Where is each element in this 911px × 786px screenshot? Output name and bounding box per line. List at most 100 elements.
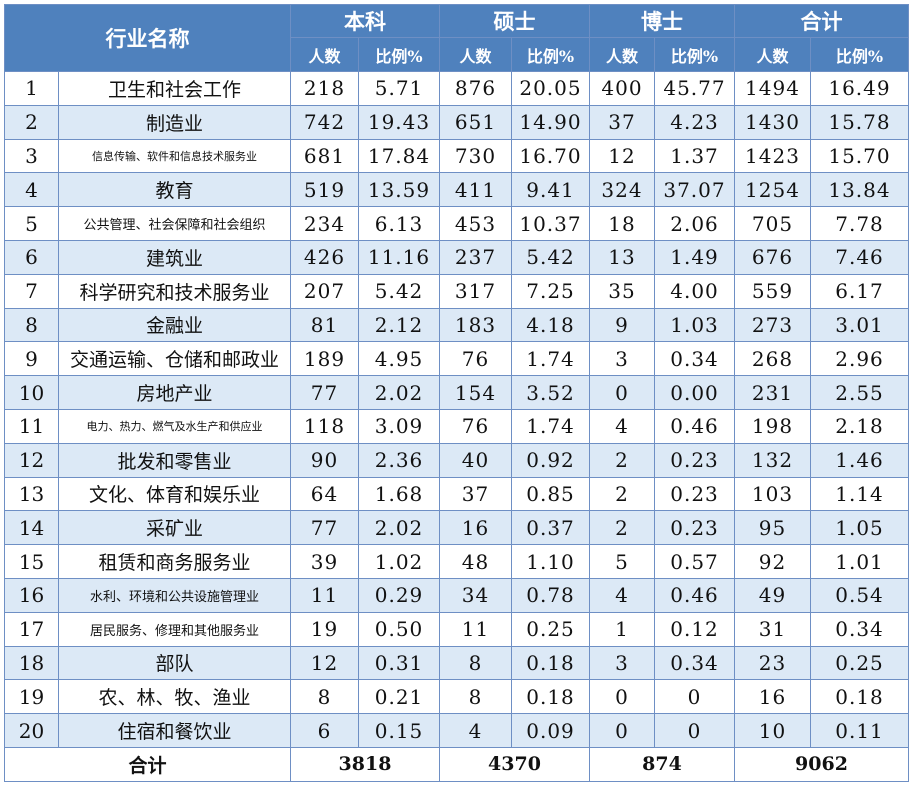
doctor-percent: 0 bbox=[654, 679, 735, 715]
table-row: 11 电力、热力、燃气及水生产和供应业 118 3.09 76 1.74 4 0.46 198 2… bbox=[4, 408, 909, 444]
row-number: 8 bbox=[4, 307, 59, 343]
undergraduate-percent: 0.31 bbox=[358, 645, 440, 681]
undergraduate-percent: 2.02 bbox=[358, 510, 440, 546]
undergraduate-count: 39 bbox=[290, 544, 359, 579]
total-count: 231 bbox=[734, 375, 811, 410]
master-percent: 7.25 bbox=[511, 273, 590, 309]
row-number: 14 bbox=[4, 510, 59, 546]
industry-name: 农、林、牧、渔业 bbox=[58, 679, 291, 715]
table-row: 4 教育 519 13.59 411 9.41 324 37.07 1254 13.84 bbox=[4, 172, 909, 208]
total-count: 1254 bbox=[734, 172, 811, 208]
undergraduate-percent: 11.16 bbox=[358, 239, 440, 275]
undergraduate-count: 90 bbox=[290, 442, 359, 478]
doctor-percent: 37.07 bbox=[654, 172, 735, 208]
doctor-percent: 1.03 bbox=[654, 307, 735, 343]
undergraduate-percent: 6.13 bbox=[358, 206, 440, 241]
doctor-percent: 0.46 bbox=[654, 408, 735, 444]
master-count: 76 bbox=[439, 408, 512, 444]
industry-name: 公共管理、社会保障和社会组织 bbox=[58, 206, 291, 241]
doctor-percent: 2.06 bbox=[654, 206, 735, 241]
master-percent: 0.18 bbox=[511, 679, 590, 715]
industry-name: 信息传输、软件和信息技术服务业 bbox=[58, 138, 291, 174]
subheader-percent: 比例% bbox=[511, 37, 590, 72]
doctor-count: 4 bbox=[589, 408, 655, 444]
undergraduate-percent: 0.29 bbox=[358, 577, 440, 613]
master-percent: 14.90 bbox=[511, 104, 590, 140]
industry-name: 批发和零售业 bbox=[58, 442, 291, 478]
master-count: 16 bbox=[439, 510, 512, 546]
master-count: 453 bbox=[439, 206, 512, 241]
doctor-percent: 0.34 bbox=[654, 341, 735, 377]
industry-name: 居民服务、修理和其他服务业 bbox=[58, 611, 291, 647]
row-number: 1 bbox=[4, 71, 59, 106]
row-number: 5 bbox=[4, 206, 59, 241]
doctor-count: 0 bbox=[589, 713, 655, 748]
total-percent: 2.55 bbox=[810, 375, 909, 410]
total-percent: 0.25 bbox=[810, 645, 909, 681]
row-number: 7 bbox=[4, 273, 59, 309]
total-percent: 1.14 bbox=[810, 476, 909, 512]
doctor-percent: 0 bbox=[654, 713, 735, 748]
doctor-count: 2 bbox=[589, 442, 655, 478]
master-percent: 5.42 bbox=[511, 239, 590, 275]
undergraduate-count: 77 bbox=[290, 510, 359, 546]
row-number: 9 bbox=[4, 341, 59, 377]
total-percent: 1.46 bbox=[810, 442, 909, 478]
undergraduate-percent: 5.71 bbox=[358, 71, 440, 106]
master-count: 8 bbox=[439, 645, 512, 681]
undergraduate-count: 8 bbox=[290, 679, 359, 715]
totals-row: 合计 3818 4370 874 9062 bbox=[4, 746, 909, 782]
table-row: 2 制造业 742 19.43 651 14.90 37 4.23 1430 15.78 bbox=[4, 104, 909, 140]
doctor-count: 3 bbox=[589, 341, 655, 377]
row-number: 16 bbox=[4, 577, 59, 613]
doctor-percent: 1.37 bbox=[654, 138, 735, 174]
master-percent: 0.25 bbox=[511, 611, 590, 647]
total-count: 23 bbox=[734, 645, 811, 681]
industry-name: 住宿和餐饮业 bbox=[58, 713, 291, 748]
undergraduate-count: 426 bbox=[290, 239, 359, 275]
table-body: 1 卫生和社会工作 218 5.71 876 20.05 400 45.77 1494 16.49… bbox=[4, 71, 909, 748]
subheader-count: 人数 bbox=[734, 37, 811, 72]
undergraduate-count: 118 bbox=[290, 408, 359, 444]
industry-name: 采矿业 bbox=[58, 510, 291, 546]
master-percent: 0.37 bbox=[511, 510, 590, 546]
total-count: 95 bbox=[734, 510, 811, 546]
undergraduate-count: 189 bbox=[290, 341, 359, 377]
total-count: 559 bbox=[734, 273, 811, 309]
master-percent: 16.70 bbox=[511, 138, 590, 174]
total-count: 273 bbox=[734, 307, 811, 343]
undergraduate-percent: 4.95 bbox=[358, 341, 440, 377]
undergraduate-count: 19 bbox=[290, 611, 359, 647]
doctor-percent: 0.23 bbox=[654, 442, 735, 478]
undergraduate-percent: 0.50 bbox=[358, 611, 440, 647]
row-number: 6 bbox=[4, 239, 59, 275]
table-row: 20 住宿和餐饮业 6 0.15 4 0.09 0 0 10 0.11 bbox=[4, 713, 909, 748]
total-percent: 0.34 bbox=[810, 611, 909, 647]
industry-name: 科学研究和技术服务业 bbox=[58, 273, 291, 309]
total-count: 198 bbox=[734, 408, 811, 444]
doctor-percent: 4.23 bbox=[654, 104, 735, 140]
total-undergraduate: 3818 bbox=[290, 746, 440, 782]
row-number: 4 bbox=[4, 172, 59, 208]
header-row-subcolumns: 人数 比例% 人数 比例% 人数 比例% 人数 比例% bbox=[5, 37, 909, 72]
master-count: 37 bbox=[439, 476, 512, 512]
doctor-percent: 0.34 bbox=[654, 645, 735, 681]
total-count: 1494 bbox=[734, 71, 811, 106]
undergraduate-count: 12 bbox=[290, 645, 359, 681]
doctor-count: 2 bbox=[589, 510, 655, 546]
doctor-percent: 1.49 bbox=[654, 239, 735, 275]
doctor-percent: 0.23 bbox=[654, 476, 735, 512]
master-percent: 0.92 bbox=[511, 442, 590, 478]
total-percent: 1.01 bbox=[810, 544, 909, 579]
undergraduate-percent: 2.36 bbox=[358, 442, 440, 478]
master-percent: 3.52 bbox=[511, 375, 590, 410]
undergraduate-count: 234 bbox=[290, 206, 359, 241]
total-master: 4370 bbox=[439, 746, 590, 782]
master-count: 40 bbox=[439, 442, 512, 478]
table-row: 10 房地产业 77 2.02 154 3.52 0 0.00 231 2.55 bbox=[4, 375, 909, 410]
doctor-count: 1 bbox=[589, 611, 655, 647]
total-count: 1423 bbox=[734, 138, 811, 174]
master-count: 76 bbox=[439, 341, 512, 377]
table-row: 12 批发和零售业 90 2.36 40 0.92 2 0.23 132 1.46 bbox=[4, 442, 909, 478]
row-number: 18 bbox=[4, 645, 59, 681]
